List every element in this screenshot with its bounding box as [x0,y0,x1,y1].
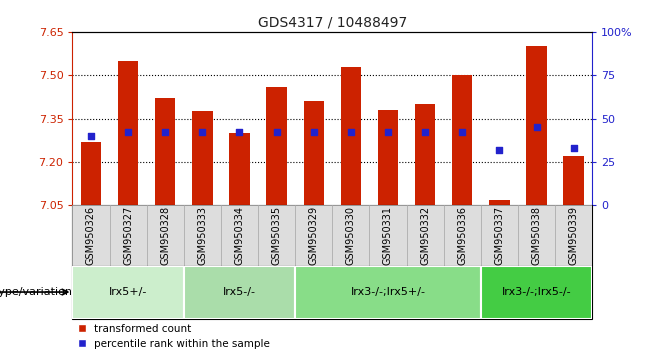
Bar [407,205,443,266]
Point [569,145,579,151]
Point [234,130,245,135]
Bar [221,205,258,266]
Bar [295,266,481,319]
Point [309,130,319,135]
Bar [378,110,398,205]
Text: GSM950331: GSM950331 [383,206,393,265]
Text: GSM950329: GSM950329 [309,206,318,265]
Bar [118,61,138,205]
Bar [109,205,147,266]
Bar [184,205,221,266]
Text: GSM950337: GSM950337 [494,206,505,265]
Point [457,130,467,135]
Text: Irx5-/-: Irx5-/- [223,287,256,297]
Bar [332,205,369,266]
Text: GSM950334: GSM950334 [234,206,245,265]
Text: GSM950326: GSM950326 [86,206,96,265]
Text: GSM950338: GSM950338 [532,206,542,265]
Text: GSM950330: GSM950330 [346,206,356,265]
Text: Irx3-/-;Irx5-/-: Irx3-/-;Irx5-/- [501,287,571,297]
Point [494,147,505,153]
Bar [443,205,481,266]
Bar [526,46,547,205]
Text: GSM950327: GSM950327 [123,206,133,265]
Text: genotype/variation: genotype/variation [0,287,72,297]
Bar [518,205,555,266]
Text: GSM950332: GSM950332 [420,206,430,265]
Bar [295,205,332,266]
Text: GSM950328: GSM950328 [160,206,170,265]
Bar [72,266,184,319]
Legend: transformed count, percentile rank within the sample: transformed count, percentile rank withi… [78,324,270,349]
Bar [481,266,592,319]
Title: GDS4317 / 10488497: GDS4317 / 10488497 [258,15,407,29]
Bar [72,205,109,266]
Point [531,125,542,130]
Bar [147,205,184,266]
Bar [81,142,101,205]
Point [197,130,208,135]
Bar [415,104,436,205]
Text: GSM950335: GSM950335 [272,206,282,265]
Text: GSM950333: GSM950333 [197,206,207,265]
Bar [184,266,295,319]
Bar [155,98,176,205]
Point [345,130,356,135]
Bar [341,67,361,205]
Text: GSM950339: GSM950339 [569,206,578,265]
Bar [563,156,584,205]
Bar [481,205,518,266]
Bar [192,112,213,205]
Point [383,130,393,135]
Point [123,130,134,135]
Bar [489,200,509,205]
Bar [303,101,324,205]
Text: Irx5+/-: Irx5+/- [109,287,147,297]
Point [420,130,430,135]
Bar [266,87,287,205]
Point [86,133,96,139]
Bar [452,75,472,205]
Bar [229,133,249,205]
Bar [258,205,295,266]
Bar [369,205,407,266]
Text: Irx3-/-;Irx5+/-: Irx3-/-;Irx5+/- [351,287,426,297]
Point [160,130,170,135]
Text: GSM950336: GSM950336 [457,206,467,265]
Point [271,130,282,135]
Bar [555,205,592,266]
